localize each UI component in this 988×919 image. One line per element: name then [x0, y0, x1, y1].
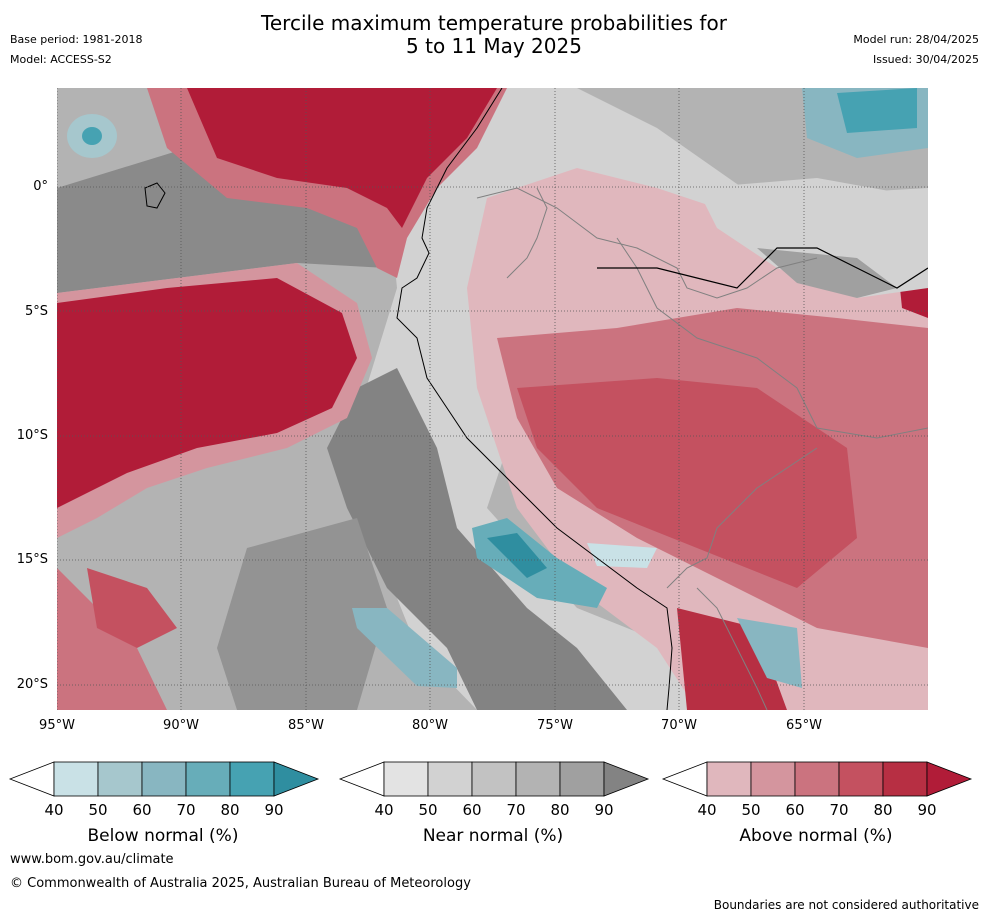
below-normal-southeast: [737, 618, 802, 688]
lat-label-5s: 5°S: [24, 304, 48, 319]
below-normal-tick-90: 90: [264, 801, 284, 819]
graticule: [57, 88, 928, 710]
border-brazil: [616, 237, 928, 439]
near-normal-extend-low: [338, 761, 385, 797]
lat-label-0: 0°: [33, 179, 48, 194]
above-normal-tick-40: 40: [697, 801, 717, 819]
near-normal-tick-50: 50: [418, 801, 438, 819]
map-title: Tercile maximum temperature probabilitie…: [0, 12, 988, 58]
amazon-river: [597, 247, 928, 289]
colorbar-near-normal: [338, 761, 650, 797]
border-chile: [696, 587, 768, 710]
below-normal-extend-high: [273, 761, 320, 797]
colorbars: [8, 761, 973, 797]
near-normal-tick-40: 40: [374, 801, 394, 819]
below-normal-northeast-core: [837, 88, 917, 133]
copyright: © Commonwealth of Australia 2025, Austra…: [10, 876, 471, 891]
base-period: Base period: 1981-2018: [10, 33, 143, 46]
near-normal-segment-1: [383, 761, 429, 797]
colorbar-below-normal: [8, 761, 320, 797]
lon-label-65w: 65°W: [786, 718, 822, 733]
coastline: [396, 88, 673, 710]
lon-label-75w: 75°W: [537, 718, 573, 733]
border-ecuador: [506, 187, 548, 279]
above-normal-extend-high: [926, 761, 973, 797]
above-normal-segment-4: [838, 761, 884, 797]
lon-label-70w: 70°W: [661, 718, 697, 733]
near-normal-tick-70: 70: [506, 801, 526, 819]
issued-date: Issued: 30/04/2025: [872, 53, 979, 66]
title-line-2: 5 to 11 May 2025: [406, 34, 582, 58]
near-normal-northeast-core: [757, 248, 897, 298]
lon-label-90w: 90°W: [163, 718, 199, 733]
near-normal-extend-high: [603, 761, 650, 797]
above-normal-north-core: [187, 88, 497, 228]
above-normal-southwest-core: [87, 568, 177, 648]
lat-label-10s: 10°S: [16, 428, 48, 443]
near-normal-segment-5: [559, 761, 605, 797]
probability-map: [57, 88, 928, 710]
above-normal-tick-90: 90: [917, 801, 937, 819]
disclaimer: Boundaries are not considered authoritat…: [713, 898, 979, 912]
lon-label-95w: 95°W: [39, 718, 75, 733]
colorbar-title-below-normal: Below normal (%): [87, 826, 239, 846]
near-normal-segment-2: [427, 761, 473, 797]
near-normal-dark-band: [327, 368, 627, 710]
lon-label-80w: 80°W: [412, 718, 448, 733]
border-bolivia: [666, 447, 818, 589]
near-normal-tick-90: 90: [594, 801, 614, 819]
below-normal-segment-2: [97, 761, 143, 797]
galapagos-outline: [144, 182, 166, 209]
above-normal-segment-3: [794, 761, 840, 797]
title-line-1: Tercile maximum temperature probabilitie…: [261, 11, 727, 35]
below-normal-tick-70: 70: [176, 801, 196, 819]
above-normal-segment-2: [750, 761, 796, 797]
above-normal-segment-1: [706, 761, 752, 797]
below-normal-tick-50: 50: [88, 801, 108, 819]
below-normal-tick-60: 60: [132, 801, 152, 819]
above-normal-west-core: [57, 278, 357, 508]
near-normal-dark-south: [217, 518, 387, 710]
above-normal-tick-60: 60: [785, 801, 805, 819]
below-normal-tick-80: 80: [220, 801, 240, 819]
lon-label-85w: 85°W: [288, 718, 324, 733]
below-normal-segment-1: [53, 761, 99, 797]
above-normal-tick-80: 80: [873, 801, 893, 819]
above-normal-southwest: [57, 568, 167, 710]
above-normal-extend-low: [661, 761, 708, 797]
lat-label-20s: 20°S: [16, 677, 48, 692]
below-normal-segment-5: [229, 761, 275, 797]
near-normal-tick-80: 80: [550, 801, 570, 819]
below-normal-southern: [352, 608, 457, 688]
near-normal-segment-4: [515, 761, 561, 797]
source-url: www.bom.gov.au/climate: [10, 852, 174, 867]
below-normal-coastal-core: [487, 533, 547, 578]
below-normal-segment-4: [185, 761, 231, 797]
above-normal-tick-70: 70: [829, 801, 849, 819]
meta-right: Model run: 28/04/2025 Issued: 30/04/2025: [853, 30, 979, 70]
above-normal-tick-50: 50: [741, 801, 761, 819]
colorbar-title-above-normal: Above normal (%): [739, 826, 893, 846]
lat-label-15s: 15°S: [16, 552, 48, 567]
above-normal-south-core: [677, 608, 787, 710]
above-normal-interior-core: [517, 378, 857, 588]
colorbar-title-near-normal: Near normal (%): [422, 826, 564, 846]
meta-left: Base period: 1981-2018 Model: ACCESS-S2: [10, 30, 142, 70]
below-normal-segment-3: [141, 761, 187, 797]
colorbar-above-normal: [661, 761, 973, 797]
model-run: Model run: 28/04/2025: [853, 33, 979, 46]
model-name: Model: ACCESS-S2: [10, 53, 112, 66]
near-normal-tick-60: 60: [462, 801, 482, 819]
near-normal-segment-3: [471, 761, 517, 797]
below-normal-light-patch: [587, 543, 657, 568]
below-normal-tick-40: 40: [44, 801, 64, 819]
below-normal-extend-low: [8, 761, 55, 797]
above-normal-segment-5: [882, 761, 928, 797]
below-normal-northwest-core: [82, 127, 102, 145]
map-canvas: [57, 88, 928, 710]
